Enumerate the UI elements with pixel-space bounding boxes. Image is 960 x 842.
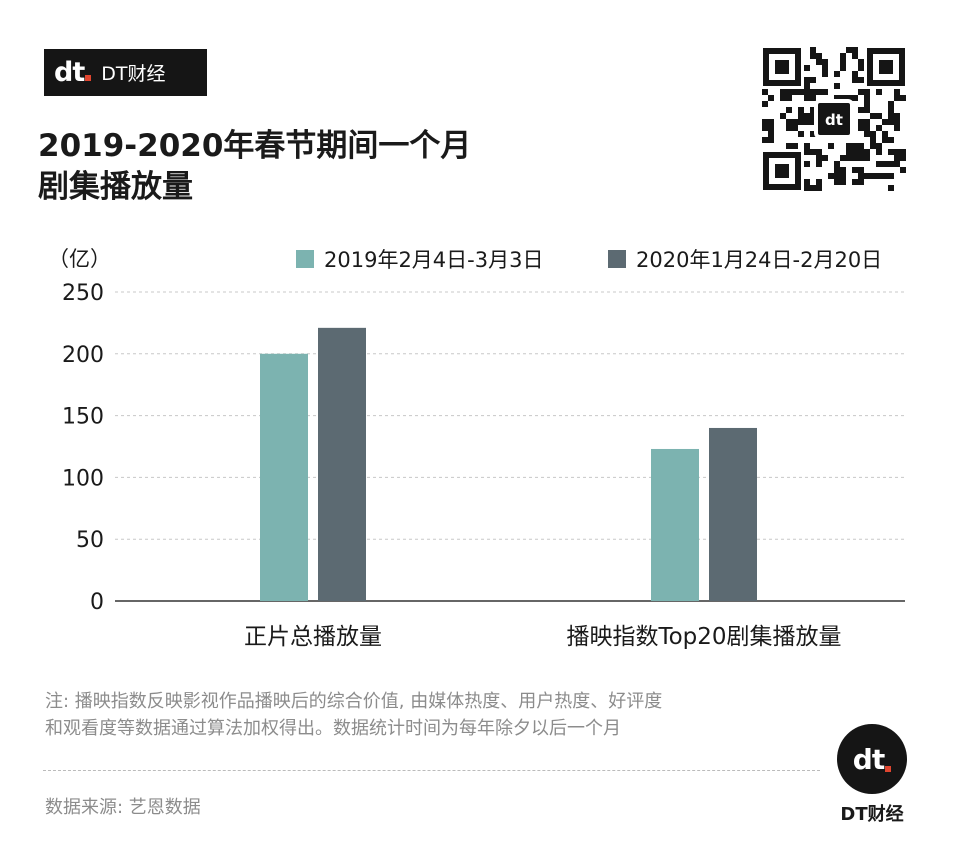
bar-2019-1 [651, 448, 699, 601]
data-source: 数据来源: 艺恩数据 [45, 797, 201, 818]
chart-title-line1: 2019-2020年春节期间一个月 [38, 128, 472, 164]
legend-item-2020: 2020年1月24日-2月20日 [608, 244, 882, 274]
brand-name: DT财经 [101, 63, 166, 85]
legend-swatch-2019 [296, 250, 314, 268]
qr-code-icon: dt [762, 47, 906, 191]
legend-swatch-2020 [608, 250, 626, 268]
chart-title-line2: 剧集播放量 [38, 169, 193, 205]
y-tick-label: 0 [90, 590, 104, 615]
bar-2020-1 [709, 427, 757, 601]
y-axis-unit-label: （亿） [48, 247, 111, 271]
brand-badge: dt DT财经 [44, 49, 207, 96]
dt-logo-icon: dt [54, 59, 92, 86]
legend-label-2019: 2019年2月4日-3月3日 [324, 248, 544, 272]
y-tick-label: 100 [62, 466, 104, 491]
x-category-label: 正片总播放量 [244, 624, 382, 650]
bar-2019-0 [260, 353, 308, 601]
footer-brand-name: DT财经 [840, 804, 904, 825]
y-tick-label: 250 [62, 281, 104, 306]
qr-center-logo: dt [825, 111, 843, 129]
legend-item-2019: 2019年2月4日-3月3日 [296, 244, 543, 274]
footnote-line2: 和观看度等数据通过算法加权得出。数据统计时间为每年除夕以后一个月 [45, 718, 621, 739]
y-tick-label: 150 [62, 405, 104, 430]
y-tick-label: 50 [76, 528, 104, 553]
chart-title: 2019-2020年春节期间一个月 剧集播放量 [38, 126, 678, 208]
footer-dt-logo-icon: dt [837, 724, 907, 794]
divider [43, 770, 820, 771]
x-category-label: 播映指数Top20剧集播放量 [566, 624, 841, 650]
bar-2020-0 [318, 327, 366, 601]
footnote-line1: 注: 播映指数反映影视作品播映后的综合价值, 由媒体热度、用户热度、好评度 [45, 691, 663, 712]
footnote: 注: 播映指数反映影视作品播映后的综合价值, 由媒体热度、用户热度、好评度 和观… [45, 688, 825, 742]
legend-label-2020: 2020年1月24日-2月20日 [636, 248, 883, 272]
y-tick-label: 200 [62, 343, 104, 368]
